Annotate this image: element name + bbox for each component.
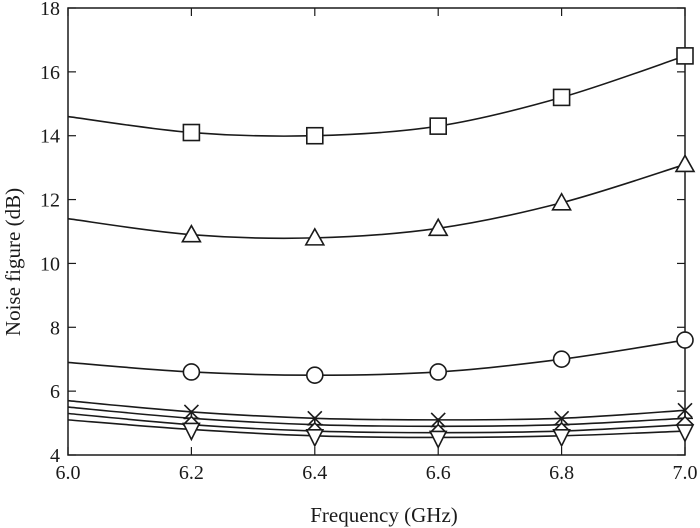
circle-marker [552,350,571,369]
square-marker [429,117,448,135]
x-tick-label: 7.0 [673,462,698,484]
triangle-marker [427,217,449,237]
y-tick-label: 10 [40,253,60,275]
x-tick-label: 6.8 [549,462,574,484]
series-line [67,55,686,137]
series-layer [67,47,696,450]
triangle-down-marker [182,422,201,442]
y-tick-label: 16 [40,62,60,84]
series-triangle [67,153,696,246]
square-marker [676,47,694,65]
series-line [67,163,686,240]
series-square [67,47,694,145]
triangle-down-marker [552,429,571,448]
circle-marker [182,363,201,381]
circle-marker [676,331,694,349]
x-tick-label: 6.0 [56,462,81,484]
square-marker [305,126,324,145]
series-line [67,339,686,376]
series-cross [67,399,693,428]
y-tick-label: 14 [40,126,60,148]
circle-marker [305,366,324,384]
series-line [67,399,686,421]
series-circle [67,331,694,384]
square-marker [182,123,201,142]
plot-frame [67,7,686,456]
series-line [67,419,686,439]
axes: 6.0 6.2 6.4 6.6 6.8 7.0 4 6 8 10 12 14 16 18 [40,0,698,484]
triangle-marker [551,192,572,211]
x-tick-label: 6.2 [179,462,204,484]
series-triangle-down [67,419,695,450]
triangle-down-marker [675,424,695,443]
y-tick-label: 4 [50,445,60,467]
series-line [67,412,686,434]
y-axis-label: Noise figure (dB) [1,188,25,336]
circle-marker [429,363,448,381]
triangle-marker [181,224,202,243]
x-tick-label: 6.4 [302,462,327,484]
y-tick-label: 18 [40,0,60,20]
triangle-marker [304,227,326,246]
triangle-marker [674,153,696,173]
y-tick-label: 6 [50,381,60,403]
x-axis-label: Frequency (GHz) [310,503,458,527]
square-marker [552,88,571,107]
triangle-down-marker [428,430,448,450]
triangle-down-marker [305,429,325,448]
series-line [67,406,686,428]
y-tick-label: 8 [50,317,60,339]
y-tick-label: 12 [40,190,60,212]
x-tick-label: 6.6 [426,462,451,484]
